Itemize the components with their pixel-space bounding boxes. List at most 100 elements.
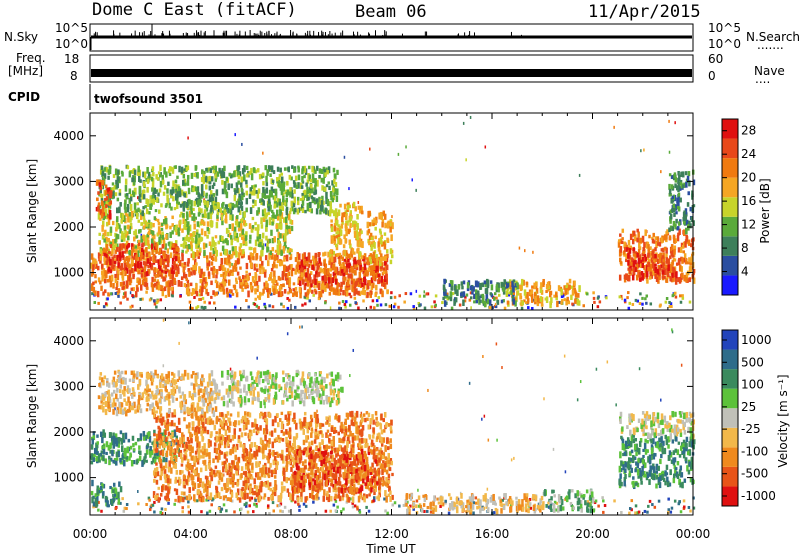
- range-cell: [672, 257, 676, 262]
- range-cell: [107, 214, 110, 219]
- scatter-cell: [393, 501, 397, 505]
- range-cell: [253, 442, 257, 448]
- range-cell: [343, 258, 346, 262]
- range-cell: [102, 213, 105, 221]
- range-cell: [254, 239, 258, 247]
- range-cell: [332, 288, 336, 295]
- range-cell: [162, 456, 165, 463]
- range-cell: [209, 199, 212, 203]
- range-cell: [272, 459, 276, 466]
- range-cell: [258, 263, 262, 270]
- range-cell: [194, 435, 198, 442]
- range-cell: [160, 272, 164, 279]
- scatter-cell: [147, 496, 151, 500]
- range-cell: [92, 281, 95, 286]
- range-cell: [332, 195, 336, 201]
- range-cell: [333, 239, 337, 246]
- scatter-cell: [689, 509, 692, 513]
- range-cell: [140, 238, 144, 243]
- scatter-cell: [149, 505, 153, 509]
- range-cell: [576, 298, 580, 306]
- range-cell: [671, 197, 675, 203]
- range-cell: [115, 460, 118, 466]
- range-cell: [353, 224, 356, 231]
- range-cell: [139, 228, 142, 233]
- range-cell: [174, 226, 178, 233]
- range-cell: [133, 207, 137, 212]
- range-cell: [654, 236, 658, 241]
- scatter-cell: [392, 305, 396, 309]
- range-cell: [131, 246, 135, 252]
- range-cell: [224, 238, 228, 244]
- range-cell: [389, 226, 392, 233]
- range-cell: [162, 191, 166, 196]
- range-cell: [259, 198, 262, 204]
- range-cell: [257, 207, 260, 213]
- range-cell: [135, 254, 138, 261]
- range-cell: [654, 263, 657, 267]
- range-cell: [221, 461, 225, 466]
- range-cell: [671, 208, 674, 212]
- range-cell: [140, 273, 144, 278]
- scatter-cell: [139, 297, 142, 301]
- range-cell: [145, 221, 149, 227]
- range-cell: [235, 182, 239, 188]
- scatter-cell: [472, 501, 475, 505]
- range-cell: [144, 272, 147, 277]
- range-cell: [334, 211, 338, 219]
- range-cell: [375, 437, 379, 442]
- range-cell: [359, 209, 362, 214]
- range-cell: [157, 259, 161, 265]
- range-cell: [233, 194, 237, 202]
- range-cell: [269, 462, 272, 468]
- range-cell: [291, 193, 294, 199]
- range-cell: [372, 251, 376, 258]
- range-cell: [336, 169, 339, 175]
- range-cell: [116, 183, 119, 189]
- range-cell: [678, 221, 681, 226]
- range-cell: [641, 252, 644, 257]
- range-cell: [251, 276, 255, 282]
- range-cell: [98, 179, 101, 184]
- range-cell: [682, 257, 686, 263]
- range-cell: [187, 258, 190, 264]
- range-cell: [119, 265, 123, 271]
- range-cell: [188, 210, 192, 218]
- scatter-cell: [682, 499, 686, 503]
- range-cell: [167, 181, 170, 186]
- range-cell: [284, 276, 288, 281]
- range-cell: [368, 280, 372, 286]
- range-cell: [638, 238, 642, 244]
- range-cell: [203, 285, 206, 290]
- range-cell: [325, 184, 329, 188]
- scatter-cell: [92, 505, 95, 509]
- range-cell: [190, 172, 194, 179]
- range-cell: [495, 284, 499, 290]
- range-cell: [443, 278, 446, 285]
- range-cell: [255, 252, 259, 259]
- range-cell: [678, 228, 681, 236]
- range-cell: [303, 272, 306, 277]
- range-cell: [157, 486, 161, 490]
- range-cell: [135, 209, 138, 213]
- range-cell: [107, 292, 110, 297]
- range-cell: [211, 257, 215, 262]
- range-cell: [276, 253, 279, 260]
- scatter-cell: [233, 510, 236, 514]
- range-cell: [687, 239, 691, 246]
- range-cell: [254, 169, 258, 174]
- range-cell: [156, 271, 160, 278]
- range-cell: [267, 206, 270, 212]
- freq-trace: [91, 69, 692, 77]
- range-cell: [95, 181, 99, 186]
- range-cell: [539, 296, 543, 302]
- range-cell: [242, 219, 246, 226]
- range-cell: [102, 274, 106, 279]
- range-cell: [128, 456, 131, 461]
- range-cell: [663, 247, 667, 251]
- range-cell: [164, 243, 167, 250]
- range-cell: [298, 286, 302, 293]
- range-cell: [525, 281, 529, 285]
- range-cell: [368, 235, 372, 241]
- range-cell: [647, 247, 650, 252]
